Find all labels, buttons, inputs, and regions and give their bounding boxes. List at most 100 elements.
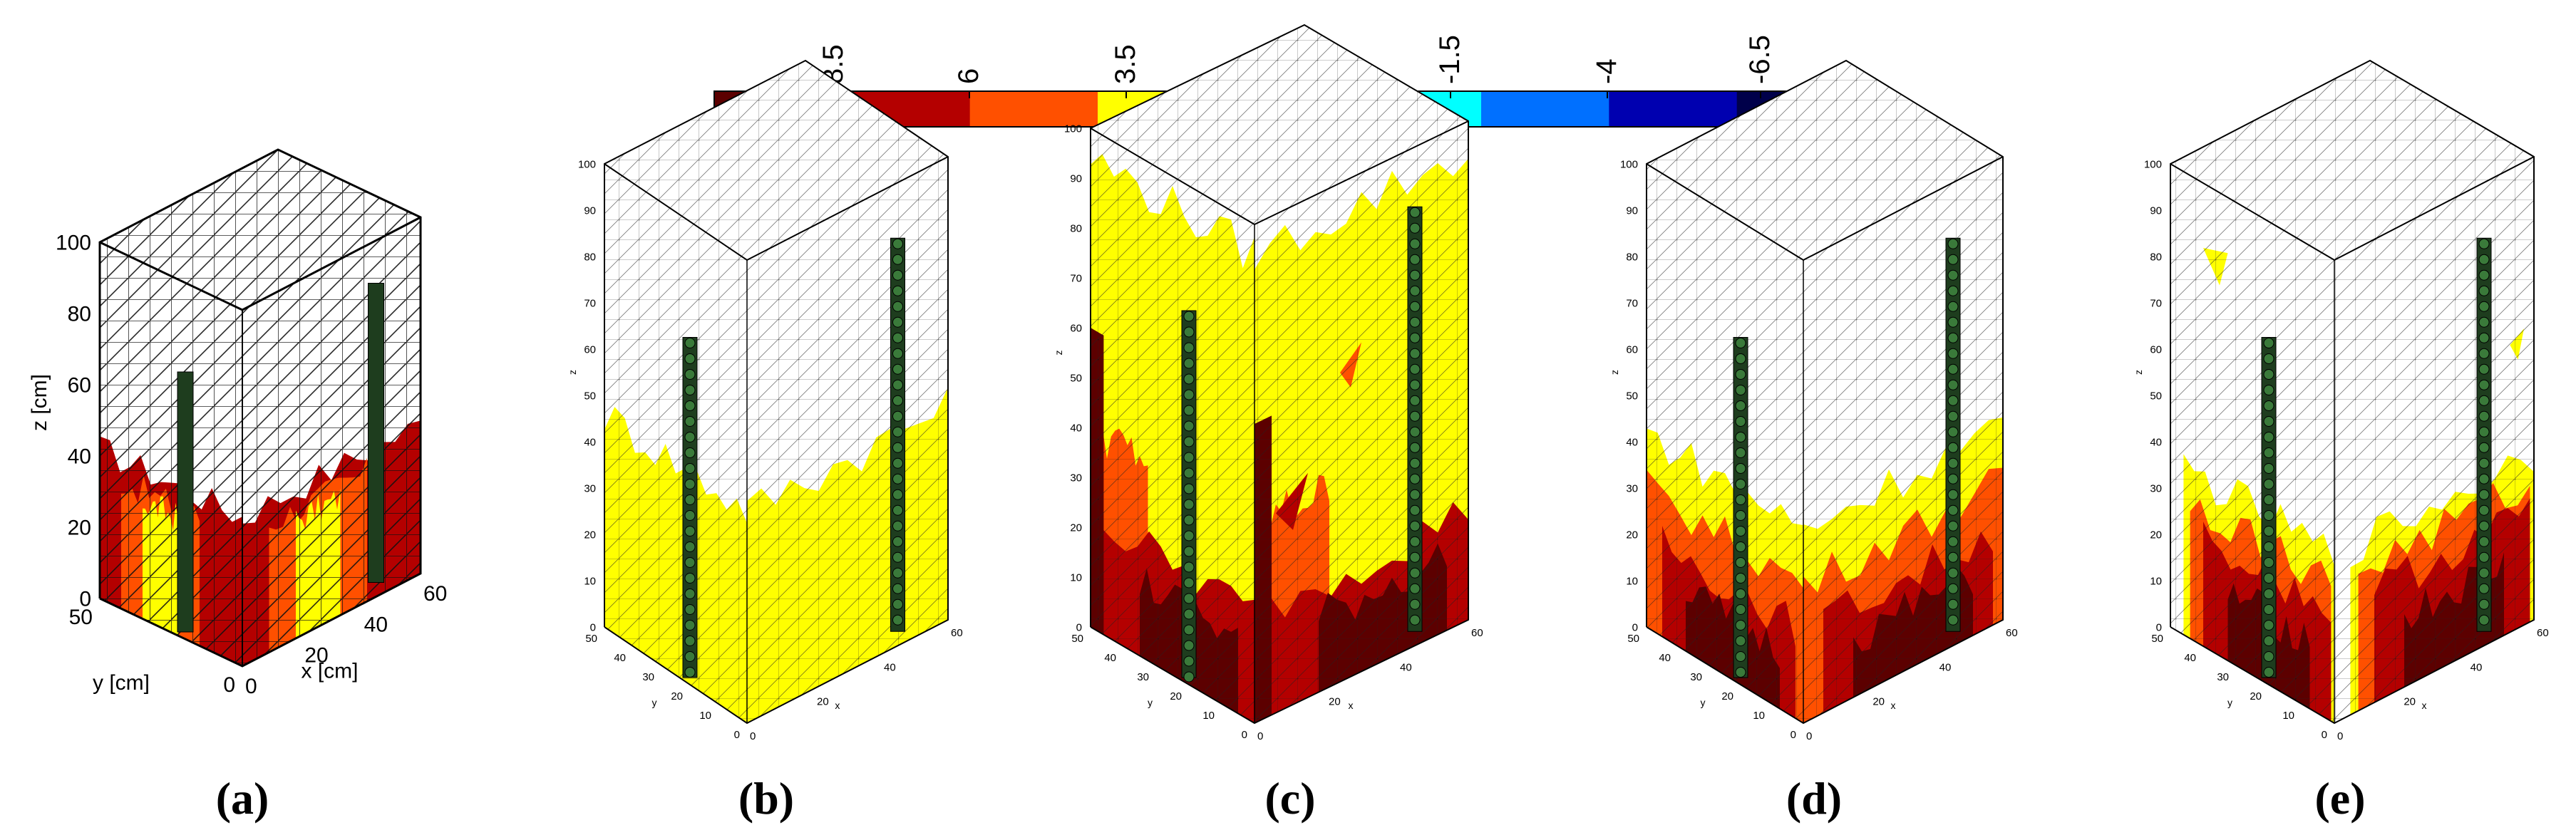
- colorbar-tick-label: -4: [1591, 58, 1622, 84]
- electrode-node: [1183, 467, 1195, 479]
- electrode-node: [2263, 463, 2274, 474]
- electrode-node: [1735, 479, 1746, 489]
- electrode-node: [2478, 614, 2490, 626]
- electrode-node: [1409, 332, 1421, 343]
- electrode-node: [1409, 598, 1421, 610]
- z-tick-label: 60: [1070, 322, 1082, 334]
- x-tick-label: 20: [1872, 696, 1885, 708]
- electrode-node: [892, 567, 903, 579]
- electrode-node: [684, 385, 696, 395]
- x-tick-label: 0: [1806, 730, 1812, 742]
- electrode-node: [1735, 432, 1746, 442]
- electrode-node: [1409, 567, 1421, 579]
- x-tick-label: 20: [304, 644, 328, 668]
- electrode-node: [1183, 593, 1195, 604]
- electrode-node: [684, 604, 696, 615]
- electrode-node: [1183, 436, 1195, 447]
- electrode-node: [1183, 624, 1195, 636]
- electrode-node: [1183, 561, 1195, 573]
- electrode-node: [1735, 353, 1746, 364]
- z-tick-label: 100: [56, 232, 91, 255]
- electrode-node: [1947, 269, 1959, 281]
- z-tick-label: 90: [1070, 172, 1082, 185]
- z-tick-label: 40: [2150, 436, 2162, 448]
- electrode-node: [2478, 504, 2490, 516]
- electrode-node: [892, 520, 903, 532]
- electrode-node: [1409, 301, 1421, 312]
- electrode-node: [892, 442, 903, 453]
- electrode-node: [684, 573, 696, 584]
- electrode-node: [2478, 285, 2490, 296]
- y-tick-label: 20: [1170, 690, 1182, 702]
- electrode-node: [892, 410, 903, 422]
- electrode-node: [892, 426, 903, 437]
- electrode-node: [1409, 583, 1421, 594]
- x-tick-label: 20: [2404, 696, 2416, 708]
- electrode-node: [2478, 598, 2490, 610]
- electrode-node: [684, 353, 696, 364]
- electrode-node: [2263, 385, 2274, 395]
- electrode-node: [892, 598, 903, 610]
- y-axis-label: y: [2227, 697, 2232, 708]
- colorbar-tick-label: -6.5: [1744, 35, 1776, 84]
- panel-label-b: (b): [738, 773, 794, 824]
- z-tick-label: 30: [2150, 482, 2162, 494]
- z-tick-label: 10: [2150, 575, 2162, 587]
- electrode-node: [1947, 285, 1959, 296]
- electrode-node: [892, 238, 903, 249]
- y-tick-label: 40: [2184, 652, 2196, 664]
- electrode-node: [1409, 426, 1421, 437]
- electrode-node: [1947, 395, 1959, 406]
- electrode-node: [1947, 520, 1959, 532]
- electrode-node: [2263, 494, 2274, 505]
- z-tick-label: 70: [1070, 272, 1082, 284]
- electrode-node: [684, 651, 696, 662]
- z-tick-label: 60: [584, 343, 596, 356]
- panel-c: 0 10 20 30 40 50 60 70 80 90 100 z 0 10 20 30 40 50 y 0 20 40…: [1053, 24, 1483, 742]
- electrode: [177, 371, 194, 633]
- x-axis-label: x: [835, 700, 840, 711]
- panel-b: 0 10 20 30 40 50 60 70 80 90 100 z 0 10 20 30 40 50 y 0 20 40…: [567, 59, 963, 742]
- electrode-node: [892, 254, 903, 265]
- y-tick-label: 40: [1104, 652, 1116, 664]
- y-tick-label: 50: [2151, 633, 2163, 645]
- z-tick-label: 80: [584, 251, 596, 263]
- electrode-node: [684, 338, 696, 348]
- x-tick-label: 40: [1400, 661, 1412, 673]
- electrode-node: [2478, 536, 2490, 547]
- electrode-node: [1409, 536, 1421, 547]
- electrode-node: [1947, 238, 1959, 249]
- electrode-node: [1409, 410, 1421, 422]
- electrode-node: [1409, 316, 1421, 328]
- colorbar-segment: [969, 91, 1098, 127]
- y-tick-label: 50: [1071, 633, 1083, 645]
- electrode-node: [1735, 400, 1746, 411]
- x-tick-label: 0: [750, 730, 756, 742]
- electrode-node: [1409, 442, 1421, 453]
- electrode-node: [1183, 577, 1195, 588]
- z-tick-label: 0: [2156, 621, 2162, 633]
- z-tick-label: 10: [584, 575, 596, 587]
- electrode-node: [892, 583, 903, 594]
- x-tick-label: 60: [2006, 627, 2018, 639]
- z-tick-label: 0: [590, 621, 596, 633]
- mesh-front-left: [100, 242, 242, 666]
- colorbar-segment: [1481, 91, 1609, 127]
- y-tick-label: 10: [699, 710, 711, 722]
- electrode-node: [2478, 442, 2490, 453]
- y-tick-label: 20: [2250, 690, 2262, 702]
- x-axis-label: x: [2422, 700, 2427, 711]
- panel-label-a: (a): [216, 773, 269, 824]
- electrode-node: [2263, 400, 2274, 411]
- electrode-node: [1409, 457, 1421, 469]
- y-axis-label: y [cm]: [93, 671, 150, 695]
- y-tick-label: 30: [1690, 671, 1702, 683]
- electrode-node: [2263, 541, 2274, 552]
- x-tick-label: 0: [2337, 730, 2343, 742]
- electrode-node: [1183, 530, 1195, 541]
- electrode-node: [1409, 504, 1421, 516]
- electrode-node: [892, 473, 903, 484]
- electrode-node: [1735, 636, 1746, 646]
- z-tick-label: 10: [1070, 571, 1082, 584]
- electrode-node: [1947, 567, 1959, 579]
